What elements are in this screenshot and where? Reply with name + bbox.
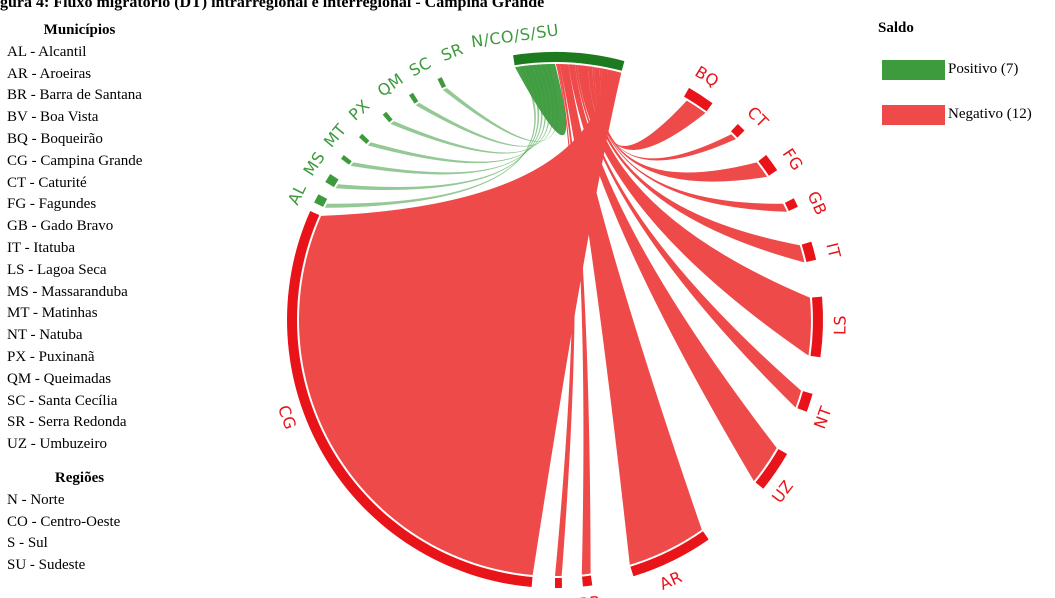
arc-ct xyxy=(731,124,745,138)
municipio-item: AL - Alcantil xyxy=(7,43,87,60)
arc-it xyxy=(801,241,817,262)
municipio-item: CT - Caturité xyxy=(7,174,87,191)
label-ar: AR xyxy=(656,567,685,594)
ribbon-it xyxy=(588,66,805,263)
municipio-item: AR - Aroeiras xyxy=(7,65,92,82)
municipio-item: BQ - Boqueirão xyxy=(7,130,103,147)
label-ls: LS xyxy=(830,315,849,335)
municipio-item: SR - Serra Redonda xyxy=(7,414,127,431)
arc-ls xyxy=(810,296,824,358)
label-sc: SC xyxy=(406,53,435,80)
municipio-item: FG - Fagundes xyxy=(7,196,97,213)
municipio-item: PX - Puxinanã xyxy=(7,348,95,365)
positivo-label: Positivo (7) xyxy=(948,61,1019,77)
ribbon-ls xyxy=(577,65,811,356)
arc-uz xyxy=(755,449,788,489)
label-fg: FG xyxy=(779,145,807,174)
municipio-item: UZ - Umbuzeiro xyxy=(7,436,107,453)
municipio-item: NT - Natuba xyxy=(7,327,83,344)
chord-arcs xyxy=(287,51,824,588)
label-sr: SR xyxy=(438,39,466,65)
chord-ribbons xyxy=(298,63,811,577)
label-br: BR xyxy=(577,592,602,598)
ribbon-fg xyxy=(594,67,768,182)
regiao-item: CO - Centro-Oeste xyxy=(7,513,121,530)
municipio-item: BR - Barra de Santana xyxy=(7,87,142,104)
regioes-block: Regiões N - Norte CO - Centro-Oeste S - … xyxy=(7,468,207,577)
arc-mt xyxy=(341,155,352,165)
label-cg: CG xyxy=(274,403,300,433)
arc-nco xyxy=(513,51,625,71)
label-ct: CT xyxy=(743,103,772,132)
label-uz: UZ xyxy=(768,476,797,506)
municipio-item: GB - Gado Bravo xyxy=(7,218,114,235)
label-gb: GB xyxy=(804,188,831,218)
arc-ar xyxy=(630,531,709,577)
ribbon-cg xyxy=(298,69,622,575)
arc-sr xyxy=(437,77,446,89)
label-it: IT xyxy=(822,241,844,261)
regiao-item: S - Sul xyxy=(7,535,48,552)
municipios-heading: Municípios xyxy=(43,22,116,38)
municipios-list: AL - Alcantil AR - Aroeiras BR - Barra d… xyxy=(7,42,207,456)
municipio-item: IT - Itatuba xyxy=(7,239,76,256)
arc-sc xyxy=(409,92,419,104)
label-bv: BV xyxy=(544,596,566,598)
regiao-item: N - Norte xyxy=(7,491,65,508)
regioes-heading: Regiões xyxy=(54,469,105,486)
label-al: AL xyxy=(284,181,310,208)
ribbon-bq xyxy=(600,68,706,150)
municipio-item: MT - Matinhas xyxy=(7,305,98,322)
municipio-item: LS - Lagoa Seca xyxy=(7,261,107,278)
ribbon-bv xyxy=(555,63,575,577)
ribbon-positive-1 xyxy=(335,65,540,191)
arc-qm xyxy=(382,111,393,123)
label-ms: MS xyxy=(299,148,329,179)
label-nco: N/CO/S/SU xyxy=(470,20,560,51)
arc-br xyxy=(582,575,593,587)
label-px: PX xyxy=(345,96,374,125)
municipio-item: CG - Campina Grande xyxy=(7,152,143,169)
ribbon-uz xyxy=(568,64,777,482)
arc-al xyxy=(314,194,328,207)
label-bq: BQ xyxy=(692,62,723,91)
arc-gb xyxy=(784,198,798,211)
arc-ms xyxy=(325,174,339,188)
municipio-item: SC - Santa Cecília xyxy=(7,392,118,409)
negativo-swatch xyxy=(882,105,945,125)
label-nt: NT xyxy=(810,404,836,432)
saldo-heading: Saldo xyxy=(878,20,914,36)
arc-fg xyxy=(758,155,778,176)
arc-px xyxy=(359,133,370,144)
arc-nt xyxy=(797,391,813,412)
ribbon-nt xyxy=(575,64,802,408)
municipio-item: BV - Boa Vista xyxy=(7,109,99,126)
negativo-label: Negativo (12) xyxy=(948,106,1032,122)
arc-bv xyxy=(555,577,562,588)
regiao-item: SU - Sudeste xyxy=(7,557,86,574)
municipio-item: MS - Massaranduba xyxy=(7,283,128,300)
figure-title: gura 4: Fluxo migratório (DT) intrarregi… xyxy=(0,0,545,11)
positivo-swatch xyxy=(882,60,945,80)
municipio-item: QM - Queimadas xyxy=(7,370,112,387)
label-mt: MT xyxy=(320,120,350,151)
abbreviation-legend: Municípios AL - Alcantil AR - Aroeiras B… xyxy=(7,20,207,577)
label-qm: QM xyxy=(374,69,407,100)
arc-bq xyxy=(684,87,713,112)
